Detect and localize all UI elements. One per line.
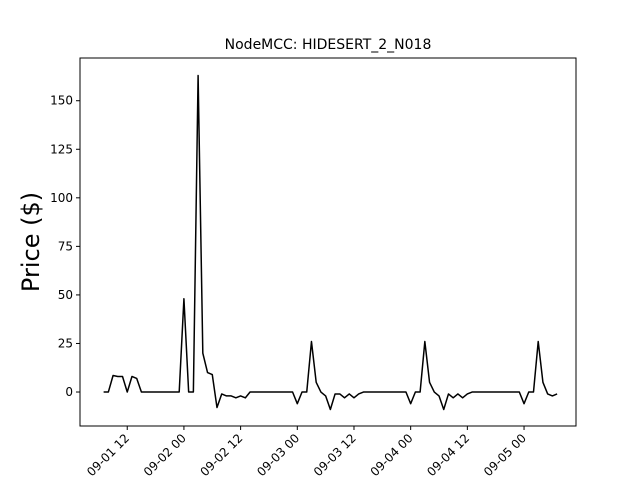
x-tick-label: 09-03 12 xyxy=(311,431,359,479)
x-tick-label: 09-04 12 xyxy=(424,431,472,479)
x-tick-label: 09-05 00 xyxy=(481,431,529,479)
y-tick-label: 100 xyxy=(50,191,73,205)
plot-frame xyxy=(79,57,577,427)
chart-title: NodeMCC: HIDESERT_2_N018 xyxy=(225,37,432,53)
y-axis-label: Price ($) xyxy=(17,192,45,292)
x-tick-label: 09-01 12 xyxy=(84,431,132,479)
y-tick-label: 25 xyxy=(58,336,73,350)
x-tick-label: 09-02 00 xyxy=(141,431,189,479)
x-tick-label: 09-04 00 xyxy=(368,431,416,479)
x-tick-label: 09-03 00 xyxy=(254,431,302,479)
x-tick-label: 09-02 12 xyxy=(198,431,246,479)
y-tick-label: 50 xyxy=(58,288,73,302)
y-tick-label: 75 xyxy=(58,239,73,253)
y-tick-label: 150 xyxy=(50,94,73,108)
y-tick-label: 0 xyxy=(65,385,73,399)
y-tick-label: 125 xyxy=(50,142,73,156)
price-line xyxy=(103,74,558,411)
